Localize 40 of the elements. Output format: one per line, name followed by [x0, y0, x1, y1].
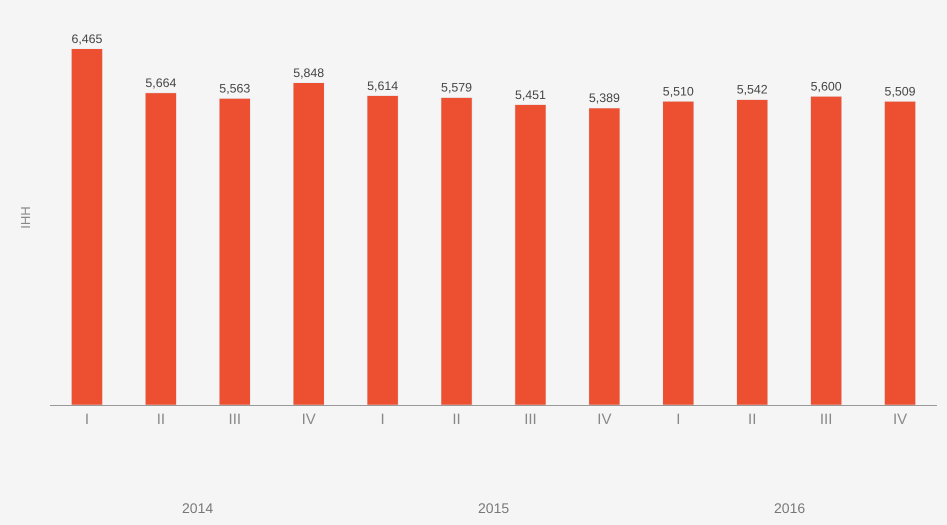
text: 2016: [774, 500, 806, 516]
bar: [810, 96, 842, 405]
x-tick-label: IV: [597, 411, 612, 428]
x-tick-label: I: [380, 411, 385, 428]
bar: [292, 82, 324, 405]
x-tick-label: II: [748, 411, 756, 428]
data-label: 5,510: [662, 84, 694, 99]
data-label: 5,579: [441, 80, 472, 95]
data-label: 5,509: [884, 84, 916, 99]
data-label: 5,614: [367, 78, 398, 93]
data-label: 6,465: [71, 32, 103, 46]
data-label: 5,451: [514, 88, 546, 102]
y-axis-title: IHH: [18, 206, 33, 229]
x-tick-label: III: [228, 411, 242, 428]
bar: [366, 95, 398, 405]
data-label: 5,563: [219, 82, 250, 96]
bar: [514, 104, 546, 405]
bar: [884, 101, 916, 405]
bar: [662, 101, 694, 405]
bar: [145, 92, 177, 405]
data-label: 5,389: [588, 91, 620, 106]
x-tick-label: III: [524, 411, 537, 428]
x-tick-label: IV: [302, 411, 316, 428]
x-tick-label: I: [84, 411, 90, 428]
data-label: 5,542: [736, 82, 768, 97]
text: 2014: [182, 500, 214, 516]
data-label: 5,664: [145, 76, 176, 90]
x-tick-label: I: [676, 411, 680, 428]
bar: [440, 97, 472, 405]
x-tick-label: II: [156, 411, 166, 428]
bar: [736, 99, 768, 405]
data-label: 5,848: [293, 66, 324, 80]
bar: [71, 48, 103, 405]
x-tick-label: IV: [892, 411, 908, 428]
bar: [219, 98, 251, 405]
data-label: 5,600: [810, 80, 842, 94]
bar: [588, 108, 620, 405]
x-tick-label: III: [820, 411, 832, 428]
text: 2015: [478, 500, 510, 516]
x-tick-label: II: [452, 411, 461, 428]
